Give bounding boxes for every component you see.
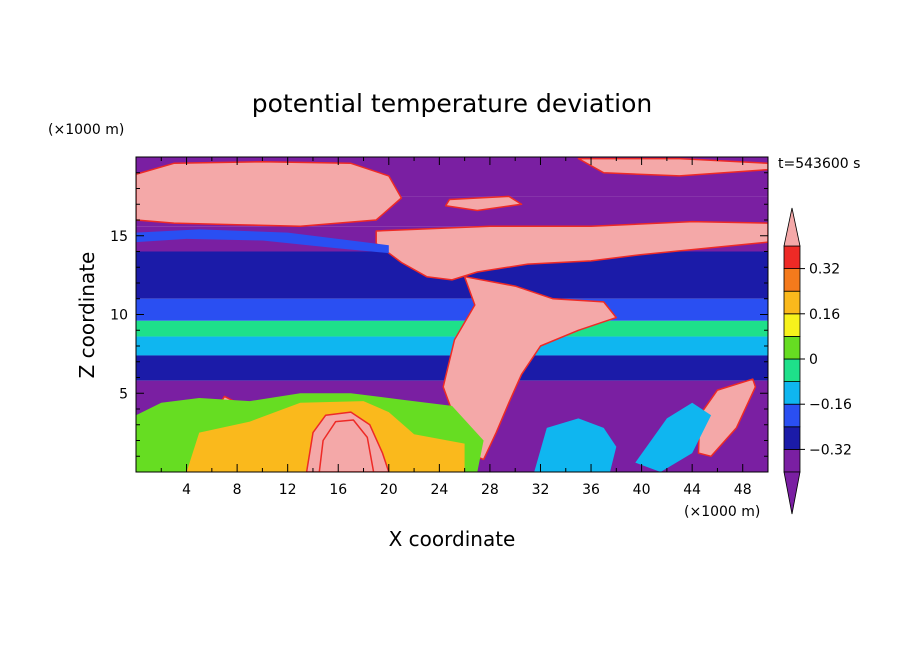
colorbar-segment <box>783 448 801 473</box>
contour-region-11 <box>534 418 617 472</box>
colorbar-label: −0.32 <box>809 442 852 458</box>
contour-band-6 <box>136 336 768 356</box>
x-tick-label: 48 <box>734 482 752 498</box>
colorbar-segment <box>783 426 801 450</box>
colorbar-segment <box>783 313 801 337</box>
colorbar-over-arrow <box>783 207 801 247</box>
x-tick-label: 28 <box>481 482 499 498</box>
contour-region-0 <box>136 160 403 228</box>
y-tick-label: 5 <box>119 386 128 402</box>
y-tick-label: 15 <box>110 229 128 245</box>
x-tick-label: 4 <box>182 482 191 498</box>
y-axis-label: Z coordinate <box>75 252 99 379</box>
contour-region-13 <box>136 229 389 254</box>
contour-regions <box>136 157 768 472</box>
contour-region-12 <box>635 402 712 472</box>
x-tick-label: 24 <box>430 482 448 498</box>
x-axis-ticks: 4 8 12 16 20 24 28 32 36 40 44 48 <box>160 157 752 498</box>
y-tick-label: 10 <box>110 308 128 324</box>
y-axis-ticks: 5 10 15 <box>110 172 768 457</box>
x-tick-label: 16 <box>329 482 347 498</box>
chart-title: potential temperature deviation <box>252 89 652 118</box>
contour-region-5 <box>444 195 523 212</box>
contour-band-4 <box>136 298 768 321</box>
colorbar-label: 0.32 <box>809 262 840 278</box>
x-tick-label: 36 <box>582 482 600 498</box>
colorbar-segment <box>783 245 801 270</box>
colorbar-segment <box>783 290 801 315</box>
x-axis-label: X coordinate <box>389 527 516 551</box>
colorbar-segment <box>783 358 801 383</box>
colorbar-label: 0 <box>809 352 818 368</box>
colorbar-label: −0.16 <box>809 397 852 413</box>
x-tick-label: 20 <box>380 482 398 498</box>
colorbar-segment <box>783 381 801 405</box>
y-unit-label: (×1000 m) <box>48 122 124 138</box>
colorbar: 0.32 0.16 0 −0.16 −0.32 <box>783 207 852 515</box>
x-tick-label: 40 <box>633 482 651 498</box>
contour-region-4 <box>577 157 768 177</box>
colorbar-label: 0.16 <box>809 307 840 323</box>
contour-band-5 <box>136 320 768 337</box>
colorbar-segment <box>783 268 801 292</box>
time-label: t=543600 s <box>778 156 860 172</box>
x-tick-label: 8 <box>233 482 242 498</box>
contour-region-2 <box>442 275 618 461</box>
x-unit-label: (×1000 m) <box>684 504 760 520</box>
x-tick-label: 32 <box>532 482 550 498</box>
x-tick-label: 44 <box>683 482 701 498</box>
contour-region-1 <box>375 220 768 281</box>
colorbar-under-arrow <box>783 471 801 515</box>
colorbar-segment <box>783 403 801 428</box>
x-tick-label: 12 <box>279 482 297 498</box>
contour-region-10 <box>318 419 375 472</box>
colorbar-segment <box>783 335 801 360</box>
